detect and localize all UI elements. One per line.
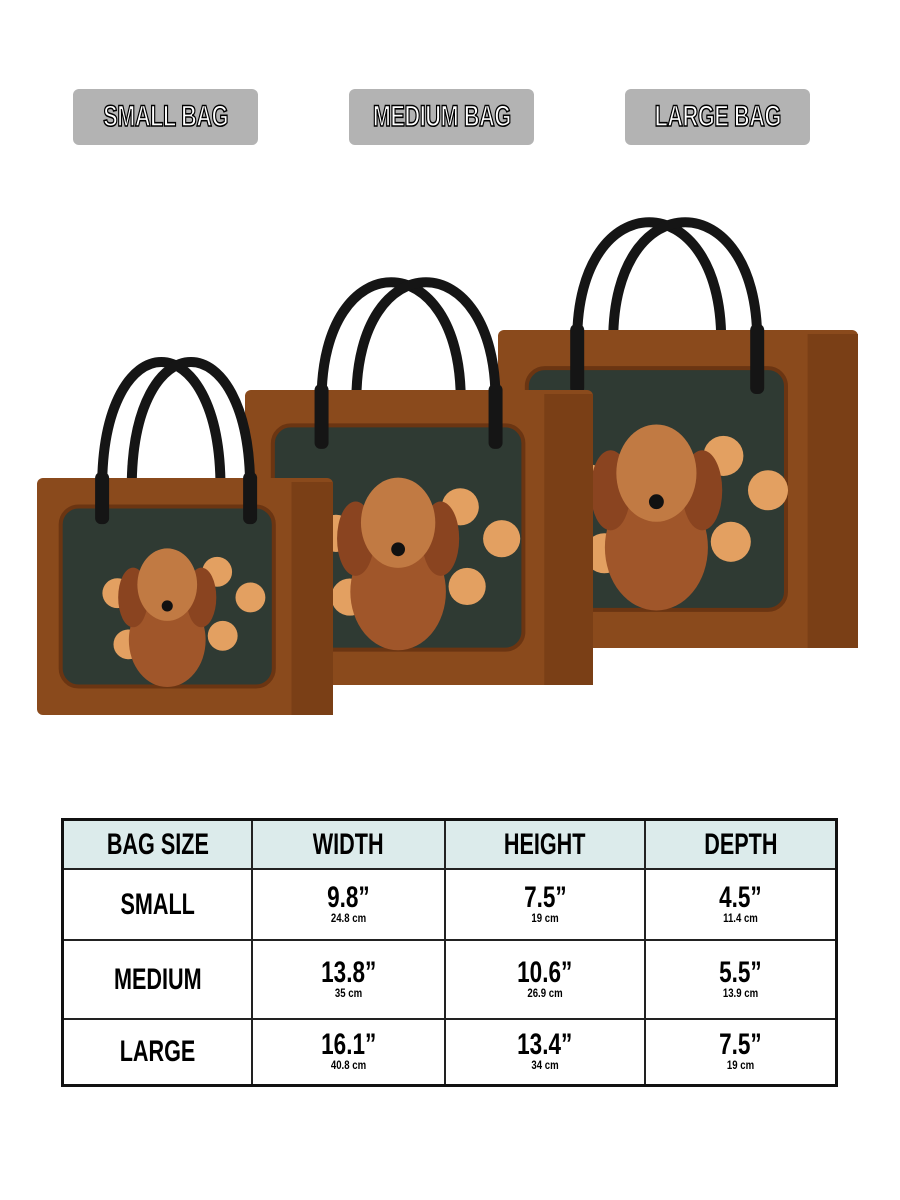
header-height: HEIGHT — [444, 818, 646, 870]
row-size: LARGE — [119, 1034, 196, 1068]
dog-body — [128, 593, 206, 688]
header-bag-size: BAG SIZE — [61, 818, 253, 870]
header-width: WIDTH — [251, 818, 446, 870]
handle — [608, 217, 763, 341]
dog-nose — [648, 494, 664, 510]
depth-cell: 4.5” 11.4 cm — [644, 868, 838, 941]
handle-tab — [488, 384, 503, 449]
dog-head — [360, 477, 436, 568]
flower — [747, 470, 789, 511]
flower — [235, 582, 266, 613]
table-header-row: BAG SIZE WIDTH HEIGHT DEPTH — [61, 818, 838, 870]
width-cell: 9.8” 24.8 cm — [251, 868, 446, 941]
row-size: MEDIUM — [113, 962, 202, 996]
width-cell: 16.1” 40.8 cm — [251, 1018, 446, 1086]
flower — [207, 620, 238, 651]
handle — [126, 357, 256, 489]
handle-tab — [314, 384, 329, 449]
height-cell: 7.5” 19 cm — [444, 868, 646, 941]
handle — [97, 357, 226, 489]
height-cell: 10.6” 26.9 cm — [444, 939, 646, 1020]
small-bag — [37, 357, 333, 715]
height-cell: 13.4” 34 cm — [444, 1018, 646, 1086]
large-bag-label: LARGE BAG — [625, 89, 810, 145]
handbag-product-image — [37, 217, 858, 715]
small-bag-label: SMALL BAG — [73, 89, 258, 145]
handle — [572, 217, 727, 341]
dog-body — [350, 533, 446, 651]
header-depth: DEPTH — [644, 818, 838, 870]
table-row: SMALL 9.8” 24.8 cm 7.5” 19 cm 4.5” 11.4 cm — [61, 868, 838, 941]
width-cell: 13.8” 35 cm — [251, 939, 446, 1020]
handle — [351, 277, 501, 401]
size-chart-table: BAG SIZE WIDTH HEIGHT DEPTH SMALL 9.8” 24… — [61, 818, 838, 1087]
bag-side — [291, 482, 333, 715]
depth-cell: 7.5” 19 cm — [644, 1018, 838, 1086]
flower — [710, 521, 751, 562]
dog-head — [137, 548, 198, 621]
handle-tab — [95, 472, 110, 525]
bag-side — [807, 334, 858, 648]
handle — [316, 277, 466, 401]
large-bag-label-text: LARGE BAG — [654, 99, 782, 134]
small-bag-label-text: SMALL BAG — [103, 99, 229, 134]
dog-body — [604, 484, 708, 611]
medium-bag-label-text: MEDIUM BAG — [372, 99, 512, 134]
table-row: MEDIUM 13.8” 35 cm 10.6” 26.9 cm 5.5” 13.9 … — [61, 939, 838, 1020]
dog-nose — [161, 600, 173, 612]
handle-tab — [750, 324, 765, 394]
bag-side — [544, 394, 593, 685]
handle-tab — [570, 324, 585, 394]
dog-head — [616, 424, 697, 522]
flower — [448, 567, 486, 606]
medium-bag-label: MEDIUM BAG — [349, 89, 534, 145]
depth-cell: 5.5” 13.9 cm — [644, 939, 838, 1020]
dog-nose — [391, 542, 406, 557]
table-row: LARGE 16.1” 40.8 cm 13.4” 34 cm 7.5” 19 cm — [61, 1018, 838, 1086]
row-size: SMALL — [120, 887, 195, 921]
handle-tab — [243, 472, 258, 525]
flower — [483, 520, 521, 558]
